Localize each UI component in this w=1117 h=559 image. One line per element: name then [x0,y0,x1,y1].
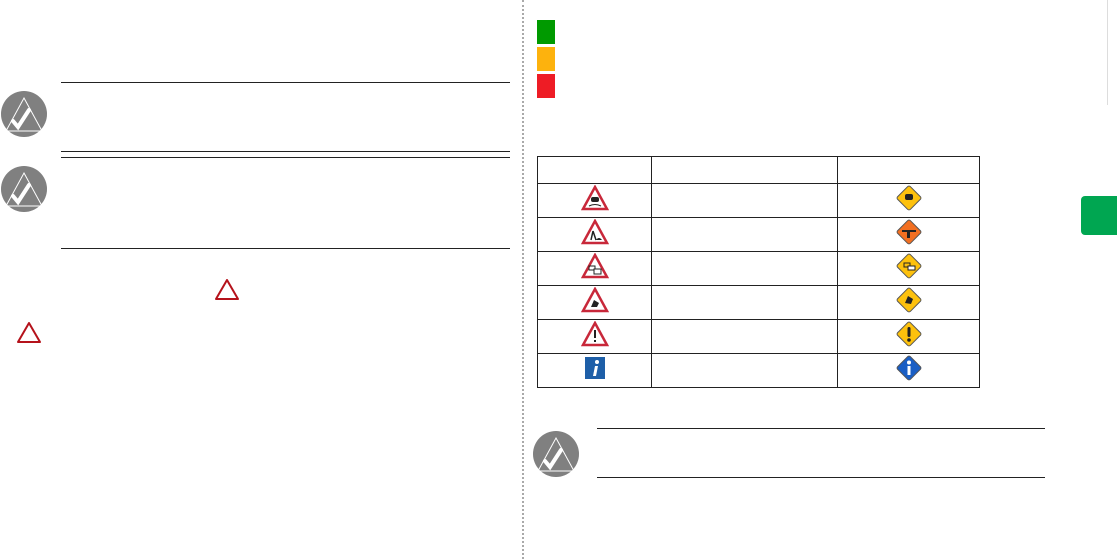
note-rule-bottom [597,477,1045,478]
row-label [651,217,838,252]
status-green-swatch [537,20,555,44]
note-rule-top [61,157,510,158]
table-row [537,251,980,286]
row-label [651,353,838,388]
row-label [651,319,838,354]
information-icon [584,357,605,379]
warning-triangle-icon [215,279,239,300]
table-header-row [537,156,980,184]
header-cell [837,156,980,184]
road-work-icon [580,218,609,245]
table-row [537,353,980,388]
status-amber-swatch [537,47,555,71]
note-rule-top [597,428,1045,429]
section-tab [1081,196,1117,235]
table-row [537,285,980,320]
incident-icon [580,320,609,347]
slippery-road-icon [580,184,609,211]
warning-triangle-icon [17,322,41,343]
note-rule-bottom [61,248,510,249]
table-row [537,319,980,354]
header-cell [651,156,838,184]
status-red-swatch [537,74,555,98]
incident-diamond-icon [895,320,922,348]
traffic-jam-icon [580,252,609,279]
flagger-diamond-icon [895,218,922,246]
note-rule-top [61,82,510,83]
header-cell [537,156,652,184]
table-row [537,183,980,218]
table-row [537,217,980,252]
note-rule-bottom [61,151,510,152]
row-label [651,251,838,286]
accident-icon [580,286,609,313]
row-label [651,183,838,218]
row-label [651,285,838,320]
traffic-icon-table [537,156,980,388]
note-check-icon [532,430,580,478]
page-edge [1107,0,1108,105]
note-check-icon [0,90,48,138]
accident-diamond-icon [895,286,922,314]
traffic-jam-diamond-icon [895,252,922,280]
slippery-road-diamond-icon [895,184,922,212]
information-diamond-icon [895,354,922,382]
note-check-icon [0,165,48,213]
page-divider [522,0,524,559]
